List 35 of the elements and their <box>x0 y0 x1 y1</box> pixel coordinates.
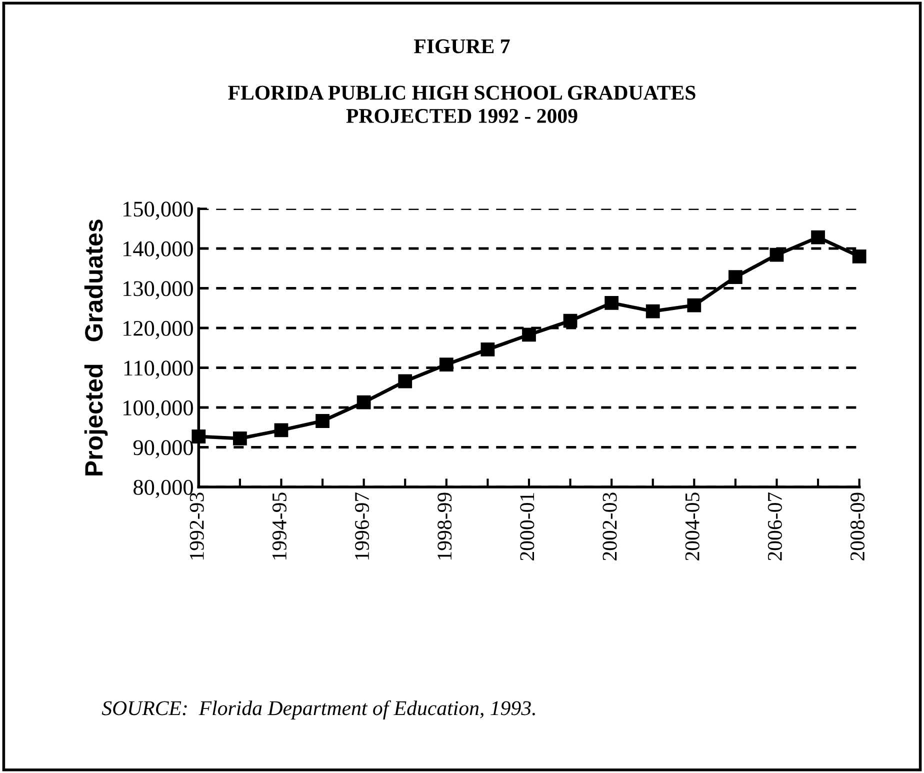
y-tick-label: 110,000 <box>124 360 193 379</box>
point <box>604 296 619 310</box>
x-tick-label: 2004-05 <box>685 492 700 560</box>
point <box>687 298 702 312</box>
point <box>356 395 371 410</box>
point <box>646 304 660 318</box>
x-tick-label: 2006-07 <box>768 492 782 560</box>
point <box>192 430 206 444</box>
x-tick-label: 2002-03 <box>602 492 617 560</box>
chart-title: FIGURE 7 FLORIDA PUBLIC HIGH SCHOOL GRADUATES PROJECTED 1992 - 2009 <box>228 39 696 123</box>
point <box>316 414 330 428</box>
point <box>398 374 412 388</box>
y-axis-title: Projected Graduates <box>84 220 108 476</box>
y-tick-label: 130,000 <box>124 281 193 300</box>
x-tick-label: 2008-09 <box>850 492 865 560</box>
point <box>728 270 742 284</box>
point <box>852 249 866 264</box>
point <box>770 248 784 262</box>
x-tick-label: 1998-99 <box>438 492 452 560</box>
y-tick-label: 100,000 <box>124 400 193 419</box>
point <box>480 342 495 356</box>
point <box>811 230 825 244</box>
source-note: SOURCE: Florida Department of Education, 1993. <box>102 700 535 720</box>
x-tick-label: 2000-01 <box>520 493 534 560</box>
y-tick-label: 140,000 <box>124 241 193 260</box>
point <box>439 358 454 372</box>
x-tick-label: 1994-95 <box>272 492 286 560</box>
point <box>274 423 288 438</box>
x-tick-label: 1996-97 <box>355 492 370 560</box>
y-tick-label: 120,000 <box>124 320 193 340</box>
point <box>233 432 247 446</box>
y-tick-label: 90,000 <box>133 440 193 458</box>
point <box>563 314 578 328</box>
y-tick-label: 150,000 <box>124 202 193 220</box>
point <box>522 328 536 342</box>
